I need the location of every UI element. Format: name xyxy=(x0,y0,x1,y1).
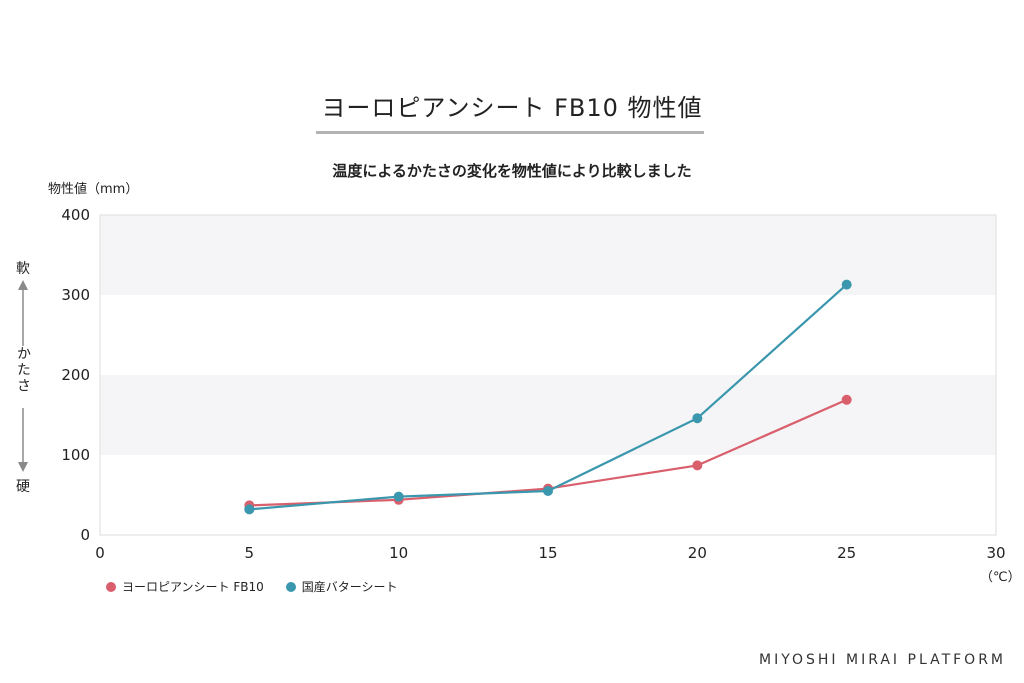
hardness-arrow-icon xyxy=(18,280,28,472)
data-point xyxy=(543,486,553,496)
hardness-scale: 軟 かたさ 硬 xyxy=(10,258,36,495)
data-point xyxy=(393,491,404,502)
legend-marker-icon xyxy=(106,581,116,592)
x-tick-label: 15 xyxy=(538,544,557,562)
data-point xyxy=(244,504,255,515)
x-tick-label: 30 xyxy=(986,544,1005,562)
y-tick-label: 300 xyxy=(61,286,90,304)
plot-frame xyxy=(99,214,997,536)
x-tick-label: 25 xyxy=(837,544,856,562)
x-tick-label: 20 xyxy=(688,544,707,562)
x-axis-unit-label: （℃） xyxy=(980,570,1021,585)
y-tick-label: 0 xyxy=(80,526,90,544)
x-tick-label: 0 xyxy=(95,544,105,562)
data-point xyxy=(692,413,703,424)
legend-item: ヨーロピアンシート FB10 xyxy=(106,578,264,595)
legend-item: 国産バターシート xyxy=(285,578,398,595)
data-point xyxy=(841,279,852,290)
line-chart: 0 100 200 300 400 0 5 10 15 20 25 30 xyxy=(61,206,1005,562)
hard-label: 硬 xyxy=(16,479,30,495)
chart-legend: ヨーロピアンシート FB10 国産バターシート xyxy=(106,578,420,595)
grid-band xyxy=(100,215,996,295)
y-tick-label: 400 xyxy=(61,206,90,224)
y-tick-label: 100 xyxy=(61,446,90,464)
hardness-label: かたさ xyxy=(15,346,31,394)
grid-band xyxy=(100,295,996,375)
legend-label: ヨーロピアンシート FB10 xyxy=(122,580,264,594)
legend-marker-icon xyxy=(285,581,296,592)
brand-logo-text: MIYOSHI MIRAI PLATFORM xyxy=(758,652,1006,668)
y-axis-label: 物性値（mm） xyxy=(48,182,139,197)
title-underline xyxy=(316,131,704,134)
x-tick-label: 10 xyxy=(389,544,408,562)
data-point xyxy=(692,460,703,471)
legend-label: 国産バターシート xyxy=(301,580,398,594)
chart-title: ヨーロピアンシート FB10 物性値 xyxy=(321,94,703,122)
chart-subtitle: 温度によるかたさの変化を物性値により比較しました xyxy=(332,162,692,180)
grid-band xyxy=(100,375,996,455)
y-tick-label: 200 xyxy=(61,366,90,384)
data-point xyxy=(841,394,852,405)
soft-label: 軟 xyxy=(16,261,30,277)
x-tick-label: 5 xyxy=(245,544,255,562)
